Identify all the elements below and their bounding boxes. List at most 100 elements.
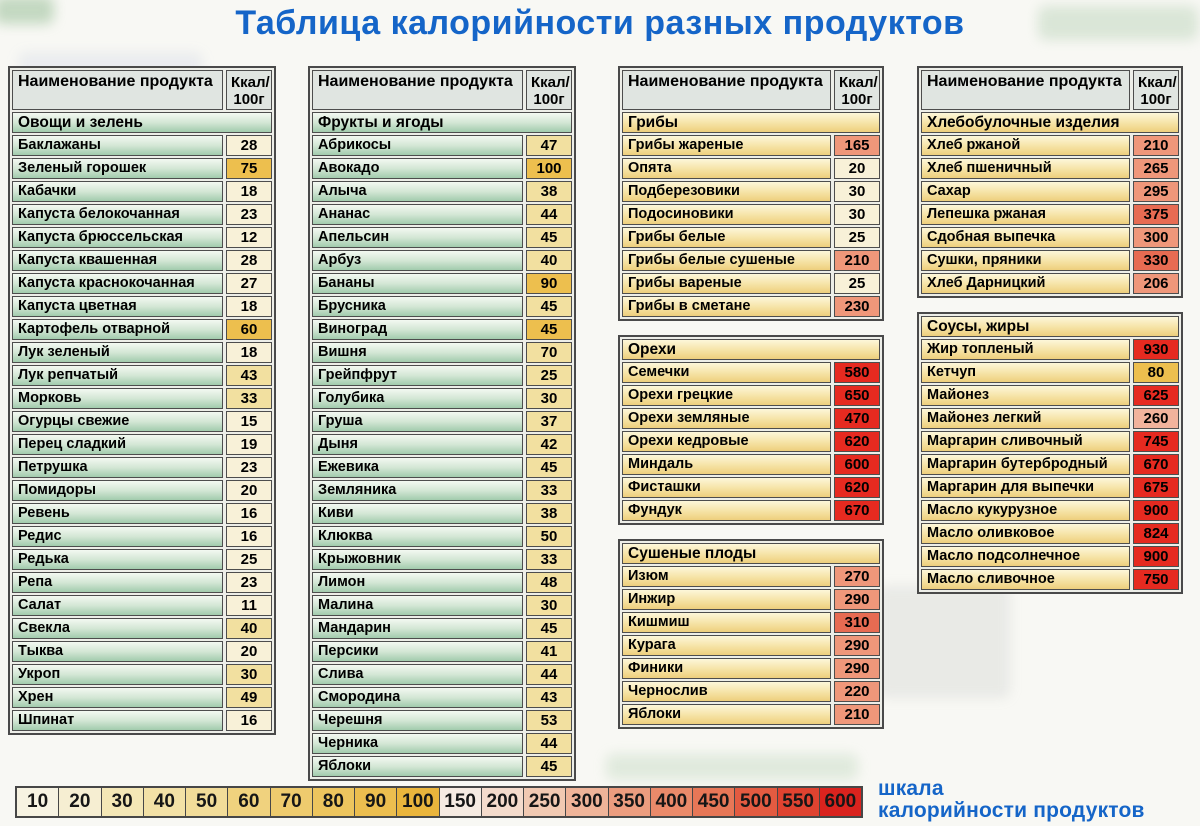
product-kcal: 620 [834, 477, 880, 498]
product-name: Шпинат [12, 710, 223, 731]
product-kcal: 100 [526, 158, 572, 179]
product-kcal: 210 [1133, 135, 1179, 156]
product-kcal: 18 [226, 181, 272, 202]
column-1: Наименование продукта Ккал/ 100г Овощи и з… [8, 66, 276, 735]
table-row: Жир топленый 930 [921, 339, 1179, 360]
product-kcal: 295 [1133, 181, 1179, 202]
product-name: Киви [312, 503, 523, 524]
page-title: Таблица калорийности разных продуктов [235, 4, 965, 42]
calorie-table: Наименование продукта Ккал/ 100г Грибы Гриб… [618, 66, 884, 321]
product-name: Капуста краснокочанная [12, 273, 223, 294]
product-name: Лимон [312, 572, 523, 593]
section-header: Фрукты и ягоды [312, 112, 572, 133]
product-kcal: 30 [526, 595, 572, 616]
table-row: Маргарин для выпечки 675 [921, 477, 1179, 498]
section-header: Грибы [622, 112, 880, 133]
table-row: Грибы вареные 25 [622, 273, 880, 294]
table-row: Перец сладкий 19 [12, 434, 272, 455]
table-row: Зеленый горошек 75 [12, 158, 272, 179]
scale-cell: 450 [693, 788, 735, 816]
table-row: Капуста краснокочанная 27 [12, 273, 272, 294]
product-kcal: 53 [526, 710, 572, 731]
section-header: Овощи и зелень [12, 112, 272, 133]
product-name: Капуста брюссельская [12, 227, 223, 248]
table-row: Сахар 295 [921, 181, 1179, 202]
product-kcal: 670 [1133, 454, 1179, 475]
product-name: Орехи грецкие [622, 385, 831, 406]
table-row: Репа 23 [12, 572, 272, 593]
product-kcal: 45 [526, 618, 572, 639]
product-kcal: 165 [834, 135, 880, 156]
product-name: Крыжовник [312, 549, 523, 570]
scale-cell: 600 [819, 788, 861, 816]
product-name: Картофель отварной [12, 319, 223, 340]
product-kcal: 28 [226, 250, 272, 271]
table-row: Персики 41 [312, 641, 572, 662]
table-row: Лук репчатый 43 [12, 365, 272, 386]
table-header-row: Наименование продукта Ккал/ 100г [622, 70, 880, 110]
product-name: Сдобная выпечка [921, 227, 1130, 248]
table-row: Масло сливочное 750 [921, 569, 1179, 590]
product-kcal: 210 [834, 250, 880, 271]
product-kcal: 620 [834, 431, 880, 452]
product-kcal: 28 [226, 135, 272, 156]
table-row: Ананас 44 [312, 204, 572, 225]
table-row: Грейпфрут 25 [312, 365, 572, 386]
scale-cell: 100 [397, 788, 439, 816]
product-name: Масло сливочное [921, 569, 1130, 590]
table-row: Яблоки 210 [622, 704, 880, 725]
table-row: Картофель отварной 60 [12, 319, 272, 340]
product-name: Майонез [921, 385, 1130, 406]
table-row: Салат 11 [12, 595, 272, 616]
column-3: Наименование продукта Ккал/ 100г Грибы Гриб… [618, 66, 884, 729]
product-name: Масло подсолнечное [921, 546, 1130, 567]
product-kcal: 16 [226, 526, 272, 547]
product-kcal: 670 [834, 500, 880, 521]
table-row: Смородина 43 [312, 687, 572, 708]
product-name: Огурцы свежие [12, 411, 223, 432]
product-name: Тыква [12, 641, 223, 662]
table-row: Голубика 30 [312, 388, 572, 409]
scale-cell: 200 [481, 788, 523, 816]
product-name: Малина [312, 595, 523, 616]
product-kcal: 16 [226, 503, 272, 524]
product-name: Хлеб ржаной [921, 135, 1130, 156]
product-kcal: 20 [226, 641, 272, 662]
product-name: Миндаль [622, 454, 831, 475]
section-row: Орехи [622, 339, 880, 360]
print-bleed-artifact [606, 754, 858, 780]
product-kcal: 42 [526, 434, 572, 455]
table-header-row: Наименование продукта Ккал/ 100г [312, 70, 572, 110]
product-name: Семечки [622, 362, 831, 383]
table-row: Морковь 33 [12, 388, 272, 409]
scale-cell: 90 [355, 788, 397, 816]
scale-cell: 70 [270, 788, 312, 816]
product-kcal: 23 [226, 572, 272, 593]
scale-cell: 30 [101, 788, 143, 816]
product-kcal: 80 [1133, 362, 1179, 383]
product-name: Мандарин [312, 618, 523, 639]
calorie-scale: 10 20 30 40 50 60 70 80 90 100 150 200 250 300 350 400 4… [15, 786, 863, 818]
table-header-name: Наименование продукта [12, 70, 223, 110]
product-kcal: 20 [834, 158, 880, 179]
product-kcal: 20 [226, 480, 272, 501]
product-name: Грибы в сметане [622, 296, 831, 317]
product-name: Изюм [622, 566, 831, 587]
table-row: Груша 37 [312, 411, 572, 432]
product-kcal: 15 [226, 411, 272, 432]
product-name: Земляника [312, 480, 523, 501]
table-row: Виноград 45 [312, 319, 572, 340]
product-name: Кишмиш [622, 612, 831, 633]
product-name: Ананас [312, 204, 523, 225]
table-header-kcal: Ккал/ 100г [834, 70, 880, 110]
table-row: Яблоки 45 [312, 756, 572, 777]
product-name: Хрен [12, 687, 223, 708]
product-name: Капуста цветная [12, 296, 223, 317]
product-name: Бананы [312, 273, 523, 294]
product-kcal: 290 [834, 589, 880, 610]
product-kcal: 27 [226, 273, 272, 294]
table-row: Апельсин 45 [312, 227, 572, 248]
product-kcal: 580 [834, 362, 880, 383]
product-kcal: 40 [526, 250, 572, 271]
